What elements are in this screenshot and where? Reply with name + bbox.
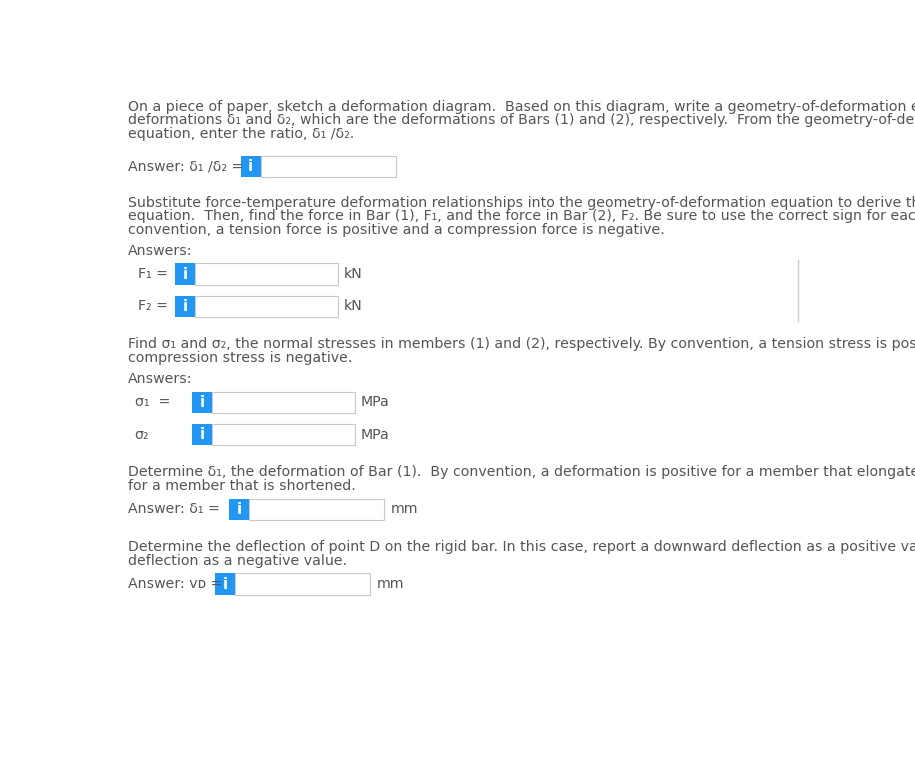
Text: Determine δ₁, the deformation of Bar (1).  By convention, a deformation is posit: Determine δ₁, the deformation of Bar (1)… [128,466,915,479]
Text: i: i [182,299,188,314]
Bar [261,156,395,177]
Bar [195,296,338,318]
Text: MPa: MPa [361,395,390,410]
Text: compression stress is negative.: compression stress is negative. [128,351,352,365]
Text: mm: mm [376,577,404,591]
Text: for a member that is shortened.: for a member that is shortened. [128,479,356,493]
Bar [249,499,384,520]
Text: equation, enter the ratio, δ₁ /δ₂.: equation, enter the ratio, δ₁ /δ₂. [128,127,355,140]
Text: σ₂: σ₂ [135,428,149,442]
Text: deformations δ₁ and δ₂, which are the deformations of Bars (1) and (2), respecti: deformations δ₁ and δ₂, which are the de… [128,114,915,127]
Bar [229,499,249,520]
Text: Answer: vᴅ =: Answer: vᴅ = [128,577,227,591]
Text: kN: kN [344,267,362,281]
Bar [241,156,261,177]
Bar [215,573,235,595]
Text: deflection as a negative value.: deflection as a negative value. [128,554,348,568]
Text: MPa: MPa [361,428,390,442]
Bar [212,392,355,413]
Text: Answer: δ₁ =: Answer: δ₁ = [128,502,229,516]
Text: F₁ =: F₁ = [137,267,172,281]
Text: Find σ₁ and σ₂, the normal stresses in members (1) and (2), respectively. By con: Find σ₁ and σ₂, the normal stresses in m… [128,337,915,351]
Bar [192,424,212,446]
Text: σ₁  =: σ₁ = [135,395,175,410]
Text: i: i [248,159,253,174]
Text: F₂ =: F₂ = [137,299,172,314]
Bar [175,296,195,318]
Text: i: i [199,427,205,443]
Text: mm: mm [391,502,418,516]
Text: Answer: δ₁ /δ₂ =: Answer: δ₁ /δ₂ = [128,160,248,173]
Bar [235,573,371,595]
Bar [212,424,355,446]
Bar [192,392,212,413]
Text: i: i [237,502,242,517]
Text: Determine the deflection of point D on the rigid bar. In this case, report a dow: Determine the deflection of point D on t… [128,540,915,555]
Bar [175,263,195,285]
Text: kN: kN [344,299,362,314]
Text: equation.  Then, find the force in Bar (1), F₁, and the force in Bar (2), F₂. Be: equation. Then, find the force in Bar (1… [128,209,915,223]
Text: Substitute force-temperature deformation relationships into the geometry-of-defo: Substitute force-temperature deformation… [128,196,915,209]
Text: i: i [199,395,205,410]
Text: Answers:: Answers: [128,244,193,258]
Text: On a piece of paper, sketch a deformation diagram.  Based on this diagram, write: On a piece of paper, sketch a deformatio… [128,100,915,114]
Text: Answers:: Answers: [128,372,193,386]
Bar [195,263,338,285]
Text: i: i [222,577,228,591]
Text: i: i [182,267,188,281]
Text: convention, a tension force is positive and a compression force is negative.: convention, a tension force is positive … [128,222,665,236]
